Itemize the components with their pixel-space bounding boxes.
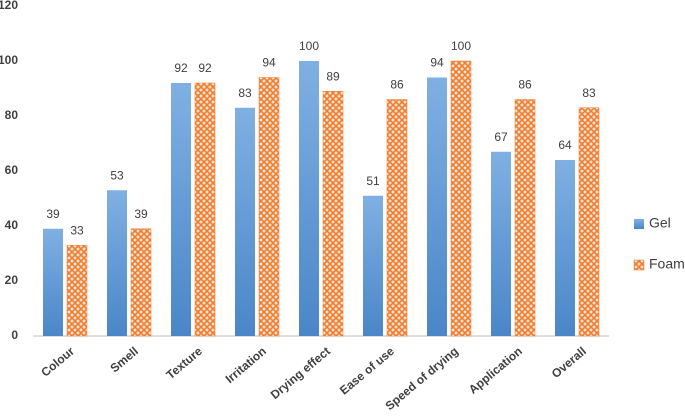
bar [130, 228, 152, 337]
y-tick-label: 20 [5, 273, 19, 287]
x-tick-label: Drying effect [268, 344, 333, 402]
y-tick-label: 100 [0, 53, 18, 67]
legend-label: Gel [649, 215, 671, 231]
x-tick-label: Texture [163, 344, 205, 382]
bar [235, 107, 255, 336]
bar [194, 82, 216, 337]
data-label: 64 [558, 138, 572, 152]
data-label: 92 [198, 61, 212, 75]
bar [514, 99, 536, 337]
legend-swatch [633, 259, 645, 271]
y-tick-label: 40 [5, 218, 19, 232]
bar [363, 195, 383, 336]
data-label: 33 [70, 223, 84, 237]
bar [427, 77, 447, 336]
x-tick-label: Irritation [223, 344, 269, 386]
x-tick-label: Ease of use [337, 344, 397, 398]
y-tick-label: 120 [0, 0, 18, 12]
data-label: 94 [262, 56, 276, 70]
bar [578, 107, 600, 337]
data-label: 100 [299, 39, 319, 53]
data-label: 67 [494, 130, 508, 144]
bar [450, 60, 472, 337]
data-label: 53 [110, 168, 124, 182]
bar [171, 83, 191, 336]
legend-swatch [634, 219, 644, 229]
data-label: 86 [518, 78, 532, 92]
bar [66, 245, 88, 337]
bar [555, 160, 575, 336]
bar [258, 77, 280, 337]
bar [386, 99, 408, 337]
data-label: 83 [582, 86, 596, 100]
x-tick-label: Smell [107, 344, 141, 375]
x-tick-label: Application [466, 344, 525, 397]
bar [299, 61, 319, 336]
bar [491, 151, 511, 336]
data-label: 51 [366, 174, 380, 188]
data-label: 39 [134, 207, 148, 221]
data-label: 83 [238, 86, 252, 100]
data-label: 100 [451, 39, 471, 53]
data-label: 86 [390, 78, 404, 92]
y-tick-label: 60 [5, 163, 19, 177]
x-tick-label: Overall [549, 344, 589, 381]
bar [107, 190, 127, 336]
x-tick-label: Colour [38, 344, 77, 380]
bar [322, 91, 344, 337]
y-tick-label: 0 [11, 328, 18, 342]
bar [43, 228, 63, 336]
y-tick-label: 80 [5, 108, 19, 122]
data-label: 92 [174, 61, 188, 75]
data-label: 89 [326, 69, 340, 83]
data-label: 94 [430, 56, 444, 70]
data-label: 39 [46, 207, 60, 221]
legend-label: Foam [649, 256, 685, 272]
